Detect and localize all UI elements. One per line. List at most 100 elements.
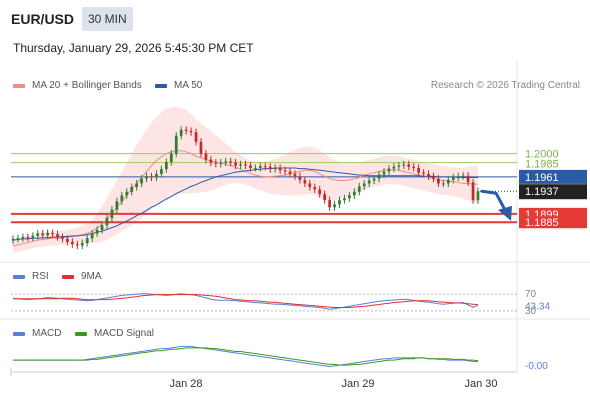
candle-body <box>174 135 178 154</box>
label-rsi-70: 70 <box>525 289 537 300</box>
label-macd-value: -0.00 <box>525 361 548 372</box>
legend-rsi-ma: 9MA <box>62 271 102 282</box>
bollinger-band <box>13 106 478 254</box>
candle-body <box>437 178 440 184</box>
candle-body <box>71 241 74 245</box>
candle-body <box>204 153 208 160</box>
candle-body <box>249 165 252 168</box>
candle-body <box>199 141 203 154</box>
candle-body <box>446 179 450 184</box>
legend-rsi: RSI <box>13 271 49 282</box>
legend-ma20-label: MA 20 + Bollinger Bands <box>32 80 142 91</box>
macd-swatch <box>13 331 25 336</box>
candle-body <box>234 162 237 166</box>
candle-body <box>164 162 168 170</box>
candle-body <box>357 186 361 192</box>
candle-body <box>160 169 163 174</box>
candle-body <box>476 191 480 201</box>
candle-body <box>90 233 94 239</box>
candle-body <box>258 166 262 168</box>
candle-body <box>402 164 406 166</box>
candle-body <box>51 232 54 235</box>
candle-body <box>387 168 391 172</box>
candle-body <box>66 238 69 242</box>
candle-body <box>298 176 302 180</box>
legend-ma50-label: MA 50 <box>174 80 203 91</box>
candle-body <box>308 183 312 188</box>
legend-macd: MACD <box>13 328 61 339</box>
candle-body <box>95 229 99 234</box>
candle-body <box>397 165 401 167</box>
candle-body <box>323 194 327 201</box>
timeframe-badge[interactable]: 30 MIN <box>82 7 133 31</box>
ma50-swatch <box>155 83 167 88</box>
legend-ma50: MA 50 <box>155 80 202 91</box>
legend-macd-label: MACD <box>32 328 62 339</box>
candle-body <box>31 235 35 238</box>
legend-macd-signal-label: MACD Signal <box>94 328 155 339</box>
candle-body <box>313 187 317 190</box>
candle-body <box>328 200 331 208</box>
candle-body <box>135 183 139 188</box>
candle-body <box>179 129 183 136</box>
candle-body <box>100 225 104 230</box>
candle-body <box>451 177 455 180</box>
candle-body <box>367 180 371 184</box>
candle-body <box>56 234 59 238</box>
rsi-ma-line <box>13 294 479 308</box>
candle-body <box>145 176 148 179</box>
candle-body <box>169 153 173 162</box>
candle-body <box>85 238 89 244</box>
pair-title: EUR/USD <box>11 11 75 27</box>
candle-body <box>214 162 218 164</box>
candle-body <box>466 175 470 183</box>
legend-macd-signal: MACD Signal <box>75 328 154 339</box>
candle-body <box>36 233 40 236</box>
last-price-box <box>519 184 587 200</box>
candle-body <box>318 189 322 195</box>
label-rsi-value: 43.34 <box>525 301 550 312</box>
candle-body <box>417 167 420 173</box>
candle-body <box>377 174 381 179</box>
candle-body <box>303 179 307 184</box>
candle-body <box>333 204 336 208</box>
candle-body <box>254 167 257 169</box>
candle-body <box>471 182 475 201</box>
pivot-label-box <box>519 169 587 184</box>
legend-ma20: MA 20 + Bollinger Bands <box>13 80 142 91</box>
candle-body <box>343 198 346 201</box>
candle-body <box>352 191 356 196</box>
candle-body <box>184 129 188 131</box>
s2-label-box <box>519 216 587 229</box>
chart-datetime: Thursday, January 29, 2026 5:45:30 PM CE… <box>13 41 254 55</box>
legend-rsi-label: RSI <box>32 271 49 282</box>
candle-body <box>125 191 129 196</box>
candle-body <box>456 176 460 178</box>
candle-body <box>130 187 134 192</box>
candle-body <box>61 237 64 239</box>
candle-body <box>338 200 341 205</box>
rsi-swatch <box>13 274 25 279</box>
candle-body <box>155 173 158 178</box>
candle-body <box>412 166 416 168</box>
candle-body <box>115 201 119 210</box>
candle-body <box>407 164 411 167</box>
candle-body <box>46 232 49 236</box>
ma20-swatch <box>13 83 25 88</box>
candle-body <box>120 195 124 202</box>
x-label-jan28: Jan 28 <box>169 378 202 390</box>
candle-body <box>194 132 198 142</box>
candle-body <box>268 166 272 170</box>
candle-body <box>392 166 396 169</box>
candle-body <box>41 233 45 236</box>
label-pivot: 1.1961 <box>525 172 559 184</box>
candle-body <box>263 166 267 168</box>
candle-body <box>150 176 153 178</box>
label-r1: 1.1985 <box>525 159 559 171</box>
candle-body <box>110 209 114 219</box>
candle-body <box>11 238 15 241</box>
candle-body <box>283 170 287 172</box>
candle-body <box>75 244 79 246</box>
macd-line <box>13 345 478 368</box>
